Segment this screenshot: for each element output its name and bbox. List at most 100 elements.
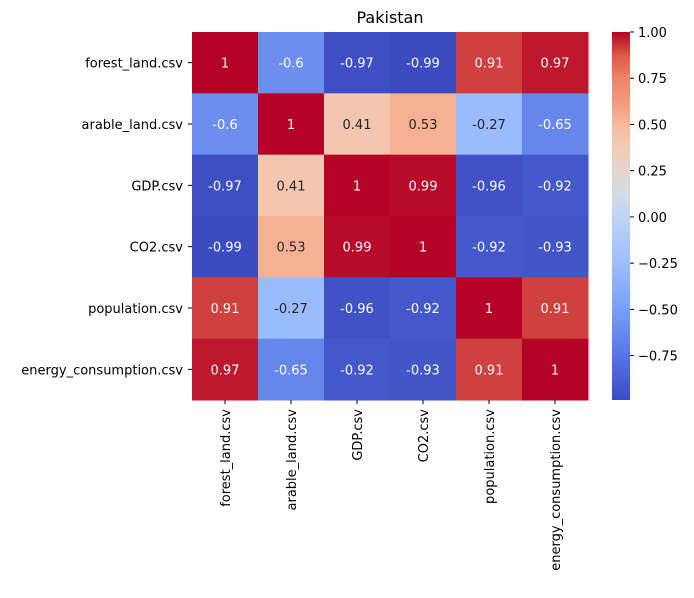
cell-annotation: -0.99 [406, 57, 440, 72]
heatmap-cell [522, 216, 589, 278]
heatmap-cell [324, 216, 391, 278]
cell-annotation: 0.91 [541, 302, 570, 317]
heatmap-cell [522, 277, 589, 340]
cell-annotation: 0.99 [343, 241, 372, 256]
colorbar-tick-label: −0.25 [638, 257, 678, 272]
x-tick-label: population.csv [483, 409, 498, 504]
heatmap-cell [390, 277, 457, 340]
cell-annotation: -0.65 [274, 363, 308, 378]
cell-annotation: 0.53 [409, 118, 438, 133]
heatmap-cell [258, 32, 325, 94]
heatmap-cell [192, 338, 259, 401]
heatmap-cell [324, 154, 391, 217]
colorbar-tick-label: −0.50 [638, 303, 678, 318]
y-tick-label: GDP.csv [131, 179, 183, 194]
colorbar-tick-label: 1.00 [638, 26, 667, 41]
cell-annotation: -0.97 [208, 179, 242, 194]
cell-annotation: -0.92 [406, 302, 440, 317]
colorbar: 1.00 0.75 0.50 0.25 0.00 −0.25 −0.50 −0.75 [612, 26, 678, 400]
heatmap-cell [390, 154, 457, 217]
colorbar-gradient [612, 32, 630, 400]
y-tick-label: energy_consumption.csv [21, 363, 183, 378]
cell-annotation: 1 [551, 363, 559, 378]
cell-annotation: -0.96 [340, 302, 374, 317]
cell-annotation: -0.27 [274, 302, 308, 317]
heatmap-cell [258, 154, 325, 217]
x-axis: forest_land.csv arable_land.csv GDP.csv CO2… [219, 400, 564, 571]
heatmap-cell [390, 32, 457, 94]
x-tick-label: energy_consumption.csv [549, 409, 564, 571]
cell-annotation: 0.41 [277, 179, 306, 194]
cell-annotation: -0.99 [208, 241, 242, 256]
cell-annotation: 1 [287, 118, 295, 133]
chart-title: Pakistan [357, 8, 424, 27]
cell-annotation: -0.97 [340, 57, 374, 72]
cell-annotation: 0.97 [211, 363, 240, 378]
heatmap-cell [324, 32, 391, 94]
cell-annotation: -0.65 [538, 118, 572, 133]
heatmap-cell [522, 32, 589, 94]
colorbar-tick-label: 0.50 [638, 118, 667, 133]
colorbar-tick-label: 0.00 [638, 211, 667, 226]
cell-annotation: -0.6 [278, 57, 303, 72]
cell-annotation: -0.93 [538, 241, 572, 256]
cell-annotation: -0.92 [340, 363, 374, 378]
heatmap-cell [192, 154, 259, 217]
cell-annotation: 0.53 [277, 241, 306, 256]
cell-annotation: 1 [353, 179, 361, 194]
colorbar-tick-label: 0.75 [638, 72, 667, 87]
x-tick-label: CO2.csv [417, 409, 432, 463]
x-tick-label: arable_land.csv [285, 409, 300, 511]
cell-annotation: -0.92 [472, 241, 506, 256]
cell-annotation: 1 [485, 302, 493, 317]
heatmap-cell [192, 93, 259, 156]
cell-annotation: -0.92 [538, 179, 572, 194]
heatmap-cell [390, 93, 457, 156]
heatmap-cell [522, 93, 589, 156]
heatmap-cell [456, 277, 523, 340]
heatmap-cell [390, 338, 457, 401]
cell-annotation: -0.27 [472, 118, 506, 133]
heatmap-cells [192, 32, 589, 401]
cell-annotation: -0.96 [472, 179, 506, 194]
cell-annotations: 1 -0.6 -0.97 -0.99 0.91 0.97 -0.6 1 0.41 0.53 -0.2… [208, 57, 572, 379]
heatmap-cell [258, 277, 325, 340]
x-tick-label: GDP.csv [351, 409, 366, 461]
heatmap-cell [324, 338, 391, 401]
cell-annotation: 0.99 [409, 179, 438, 194]
cell-annotation: 0.41 [343, 118, 372, 133]
colorbar-tick-label: −0.75 [638, 350, 678, 365]
heatmap-cell [192, 277, 259, 340]
cell-annotation: 0.97 [541, 57, 570, 72]
heatmap-cell [324, 277, 391, 340]
cell-annotation: 0.91 [475, 363, 504, 378]
cell-annotation: -0.93 [406, 363, 440, 378]
heatmap-cell [522, 154, 589, 217]
cell-annotation: -0.6 [212, 118, 237, 133]
heatmap-cell [324, 93, 391, 156]
y-axis: forest_land.csv arable_land.csv GDP.csv CO2… [21, 57, 192, 378]
heatmap-cell [456, 338, 523, 401]
heatmap-cell [258, 93, 325, 156]
heatmap-cell [258, 216, 325, 278]
heatmap-cell [456, 93, 523, 156]
y-tick-label: arable_land.csv [82, 118, 184, 133]
heatmap-cell [456, 154, 523, 217]
heatmap-cell [456, 32, 523, 94]
x-tick-label: forest_land.csv [219, 409, 234, 507]
colorbar-tick-label: 0.25 [638, 165, 667, 180]
heatmap-cell [192, 216, 259, 278]
heatmap-cell [390, 216, 457, 278]
y-tick-label: CO2.csv [130, 241, 184, 256]
heatmap-cell [192, 32, 259, 94]
colorbar-ticks: 1.00 0.75 0.50 0.25 0.00 −0.25 −0.50 −0.75 [630, 26, 678, 365]
cell-annotation: 0.91 [211, 302, 240, 317]
heatmap-cell [456, 216, 523, 278]
y-tick-label: population.csv [88, 302, 183, 317]
cell-annotation: 1 [419, 241, 427, 256]
y-tick-label: forest_land.csv [85, 57, 183, 72]
heatmap-cell [522, 338, 589, 401]
cell-annotation: 1 [221, 57, 229, 72]
